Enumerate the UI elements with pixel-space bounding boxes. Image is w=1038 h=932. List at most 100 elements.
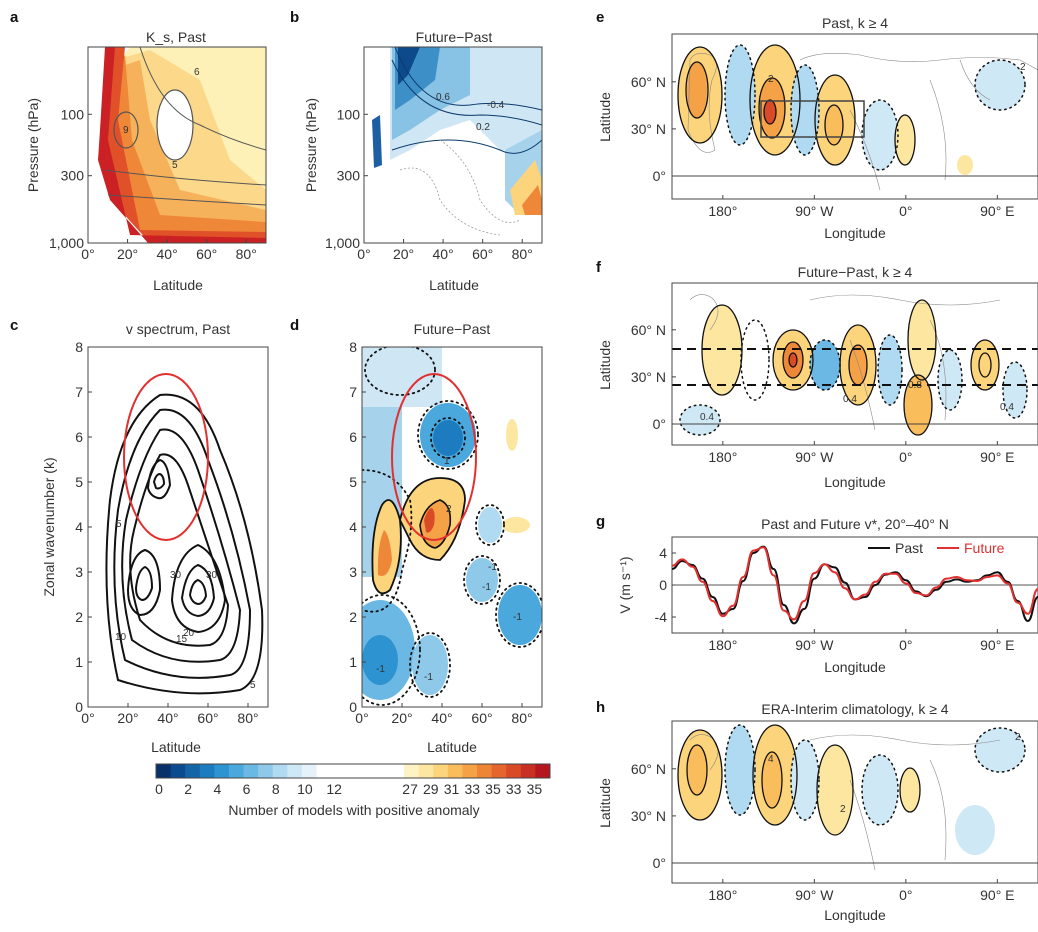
y-tick-label: 6 xyxy=(75,429,83,445)
panel-a-xlabel: Latitude xyxy=(153,277,203,293)
colorbar-swatch xyxy=(301,764,318,778)
panel-e-title: Past, k ≥ 4 xyxy=(822,15,888,31)
panel-d-contour-label: 1 xyxy=(444,456,450,467)
x-tick-label: 60° xyxy=(471,710,492,726)
x-tick-label: 20° xyxy=(117,246,138,262)
panel-e-field xyxy=(672,44,1038,191)
y-tick-label: 0 xyxy=(75,699,83,715)
panel-c-title: v spectrum, Past xyxy=(126,321,230,337)
panel-c-field xyxy=(105,393,264,695)
y-tick-label: 60° N xyxy=(631,761,666,777)
y-tick-label: 300 xyxy=(61,168,85,184)
panel-b-ticks: 0° 20° 40° 60° 80° 100 300 1,000 xyxy=(325,106,533,262)
panel-h-ylabel: Latitude xyxy=(597,778,613,828)
panel-d: d Future−Past xyxy=(290,317,543,755)
panel-c: c v spectrum, Past 5 10 15 20 30 30 5 0°… xyxy=(10,317,269,755)
x-tick-label: 20° xyxy=(391,710,412,726)
panel-e-contour-label: 2 xyxy=(1020,62,1026,73)
panel-g-ylabel: V (m s⁻¹) xyxy=(617,556,633,613)
panel-a-ticks: 0° 20° 40° 60° 80° 100 300 1,000 xyxy=(49,106,257,262)
panel-f-ylabel: Latitude xyxy=(597,340,613,390)
panel-f: f Future−Past, k ≥ 4 xyxy=(596,259,1038,490)
x-tick-label: 80° xyxy=(512,246,533,262)
colorbar-swatch xyxy=(258,764,274,778)
legend-label-past: Past xyxy=(895,540,923,556)
panel-e: e Past, k ≥ 4 xyxy=(596,9,1038,241)
panel-h-contour-label: 2 xyxy=(1015,732,1021,743)
colorbar-swatch xyxy=(228,764,245,778)
panel-e-ticks: 180° 90° W 0° 90° E 0° 30° N 60° N xyxy=(631,74,1015,219)
y-tick-label: 8 xyxy=(75,339,83,355)
panel-g-title: Past and Future v*, 20°–40° N xyxy=(761,516,949,532)
panel-h-field xyxy=(672,724,1038,871)
panel-d-xlabel: Latitude xyxy=(427,739,477,755)
x-tick-label: 40° xyxy=(157,246,178,262)
colorbar-swatch xyxy=(462,764,478,778)
panel-c-contour-label: 15 xyxy=(176,634,188,645)
legend-label-future: Future xyxy=(964,540,1005,556)
y-tick-label: 7 xyxy=(349,384,357,400)
x-tick-label: 180° xyxy=(708,637,737,653)
panel-h-frame xyxy=(671,720,1038,884)
x-tick-label: 0° xyxy=(357,246,370,262)
panel-c-frame xyxy=(87,346,269,708)
panel-b-ylabel: Pressure (hPa) xyxy=(303,98,319,192)
colorbar-tick-label: 10 xyxy=(297,781,313,797)
panel-label-h: h xyxy=(596,699,605,716)
panel-f-contour-label: 0.4 xyxy=(1000,402,1014,413)
x-tick-label: 180° xyxy=(708,449,737,465)
colorbar-swatch xyxy=(243,764,259,778)
x-tick-label: 90° W xyxy=(795,203,834,219)
y-tick-label: 5 xyxy=(349,474,357,490)
panel-a-contour-label: 5 xyxy=(172,160,178,171)
colorbar-swatch xyxy=(506,764,522,778)
panel-a-frame xyxy=(87,46,267,244)
colorbar-swatch xyxy=(316,764,332,778)
y-tick-label: 4 xyxy=(349,519,357,535)
x-tick-label: 90° W xyxy=(795,887,834,903)
y-tick-label: 8 xyxy=(349,339,357,355)
x-tick-label: 0° xyxy=(899,203,912,219)
panel-f-contour-label: 0.4 xyxy=(843,394,857,405)
x-tick-label: 90° E xyxy=(980,887,1014,903)
colorbar-ticks: 0 2 4 6 8 10 12 27 29 31 33 35 33 35 xyxy=(155,781,542,797)
y-tick-label: 0° xyxy=(653,855,666,871)
panel-label-b: b xyxy=(290,9,299,26)
panel-a-contour-label: 9 xyxy=(123,125,129,136)
y-tick-label: 0 xyxy=(349,699,357,715)
panel-c-contour-label: 5 xyxy=(116,519,122,530)
colorbar-swatch xyxy=(389,764,405,778)
x-tick-label: 90° W xyxy=(795,449,834,465)
y-tick-label: 60° N xyxy=(631,74,666,90)
y-tick-label: 5 xyxy=(75,474,83,490)
colorbar-swatches xyxy=(156,764,551,778)
x-tick-label: 40° xyxy=(157,710,178,726)
x-tick-label: 60° xyxy=(196,246,217,262)
x-tick-label: 40° xyxy=(431,710,452,726)
x-tick-label: 90° E xyxy=(980,203,1014,219)
panel-c-xlabel: Latitude xyxy=(151,739,201,755)
panel-g-ticks: 180° 90° W 0° 90° E -4 0 4 xyxy=(655,545,1015,653)
y-tick-label: 3 xyxy=(349,564,357,580)
panel-g-series xyxy=(671,545,1038,625)
panel-f-contour-label: 0.4 xyxy=(700,412,714,423)
colorbar-swatch xyxy=(360,764,376,778)
x-tick-label: 40° xyxy=(433,246,454,262)
panel-label-a: a xyxy=(10,9,19,26)
colorbar-swatch xyxy=(433,764,449,778)
panel-b-contour-label: 0.6 xyxy=(436,92,450,103)
panel-f-title: Future−Past, k ≥ 4 xyxy=(798,264,913,280)
panel-label-e: e xyxy=(596,9,604,26)
panel-b-xlabel: Latitude xyxy=(429,277,479,293)
panel-b: b Future−Past 0.6 -0.4 0.2 0° 20° 40° 60° 80… xyxy=(290,9,543,293)
panel-g: g Past and Future v*, 20°–40° N Past Fut… xyxy=(596,513,1038,675)
panel-f-xlabel: Longitude xyxy=(824,474,886,490)
x-tick-label: 0° xyxy=(899,887,912,903)
y-tick-label: 1,000 xyxy=(325,235,360,251)
panel-b-field xyxy=(372,47,542,236)
colorbar-swatch xyxy=(156,764,172,778)
colorbar-swatch xyxy=(185,764,201,778)
colorbar-tick-label: 2 xyxy=(184,781,192,797)
colorbar-tick-label: 29 xyxy=(423,781,439,797)
colorbar-title: Number of models with positive anomaly xyxy=(228,802,479,818)
